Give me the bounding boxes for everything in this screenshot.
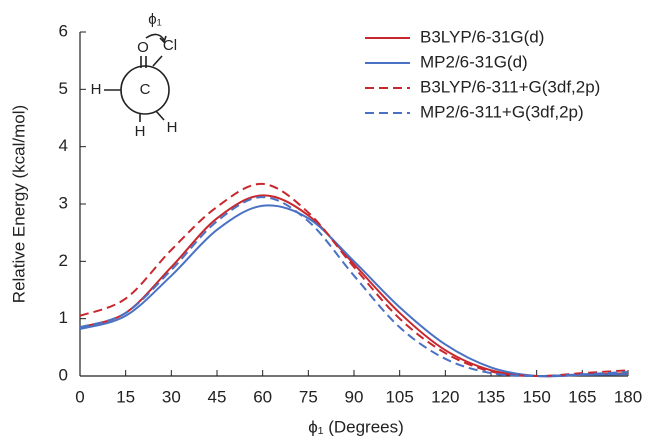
x-tick-label: 60 [253,387,272,406]
bond [152,55,163,67]
inset-label: H [167,119,178,136]
y-axis-label: Relative Energy (kcal/mol) [9,105,28,303]
x-tick-label: 165 [568,387,596,406]
y-tick-label: 5 [59,79,68,98]
y-tick-label: 4 [59,136,68,155]
inset-label: H [135,123,146,140]
legend-label: MP2/6-311+G(3df,2p) [420,102,584,121]
inset-diagram [104,33,170,122]
legend-label: B3LYP/6-311+G(3df,2p) [420,77,600,96]
x-axis-label: ϕ₁ (Degrees) [308,417,404,436]
inset-label: ϕ₁ [148,11,161,28]
x-tick-label: 45 [208,387,227,406]
y-tick-label: 3 [59,193,68,212]
x-tick-label: 15 [116,387,135,406]
x-tick-label: 135 [477,387,505,406]
x-tick-label: 30 [162,387,181,406]
legend-label: MP2/6-31G(d) [420,52,528,71]
y-tick-label: 1 [59,308,68,327]
x-tick-label: 120 [431,387,459,406]
x-tick-label: 0 [75,387,84,406]
inset-label: C [140,81,151,98]
x-tick-label: 150 [522,387,550,406]
y-tick-label: 0 [59,365,68,384]
x-tick-label: 90 [345,387,364,406]
legend-label: B3LYP/6-31G(d) [420,27,544,46]
y-tick-label: 2 [59,251,68,270]
series-line [79,204,629,378]
x-tick-label: 75 [299,387,318,406]
inset-label: O [137,39,149,56]
series-line [79,196,629,378]
x-tick-label: 180 [614,387,642,406]
rotation-arrow [145,33,165,41]
bond [155,110,165,121]
y-tick-label: 6 [59,21,68,40]
x-tick-label: 105 [385,387,413,406]
inset-label: Cl [163,37,177,54]
inset-label: H [91,81,102,98]
arrow-head [159,35,167,44]
series-line [79,182,629,378]
